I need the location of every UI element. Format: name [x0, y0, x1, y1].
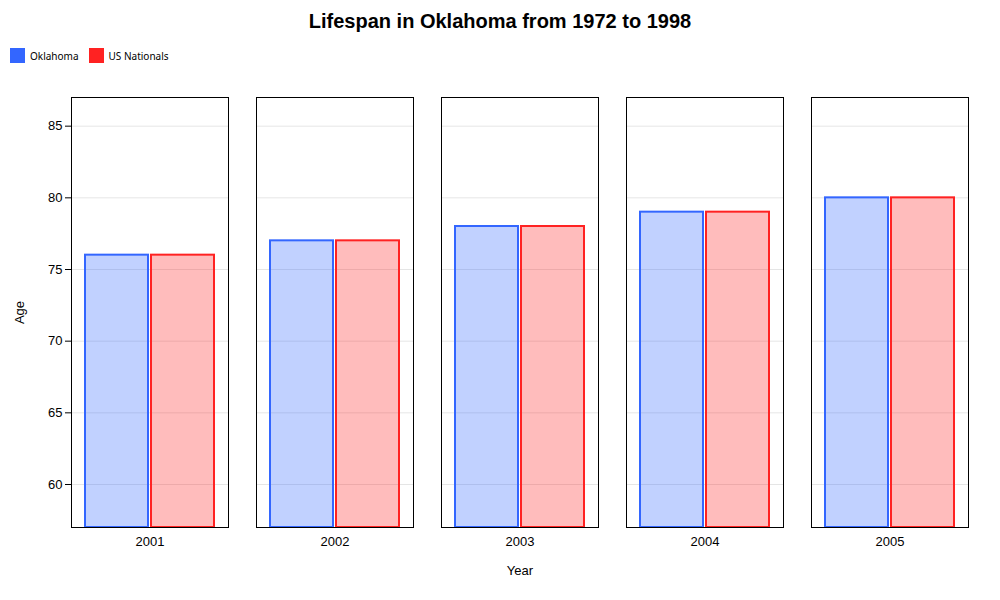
html-text:Lifespan in Oklahoma from 1972: Lifespan in Oklahoma from 1972 to 1998: [308, 10, 692, 32]
html-text:Oklahoma: Oklahoma: [30, 48, 79, 63]
svg-text:2002: 2002: [321, 534, 350, 549]
svg-text:65: 65: [48, 405, 62, 420]
html-text:US Nationals: US Nationals: [108, 48, 169, 63]
svg-text:Year: Year: [507, 563, 534, 578]
svg-text:2005: 2005: [876, 534, 905, 549]
svg-text:70: 70: [48, 333, 62, 348]
svg-text:Age: Age: [12, 301, 27, 324]
svg-text:60: 60: [48, 477, 62, 492]
svg-text:2004: 2004: [691, 534, 720, 549]
svg-text:2001: 2001: [136, 534, 165, 549]
svg-text:85: 85: [48, 118, 62, 133]
svg-text:75: 75: [48, 262, 62, 277]
svg-text:80: 80: [48, 190, 62, 205]
svg-text:2003: 2003: [506, 534, 535, 549]
